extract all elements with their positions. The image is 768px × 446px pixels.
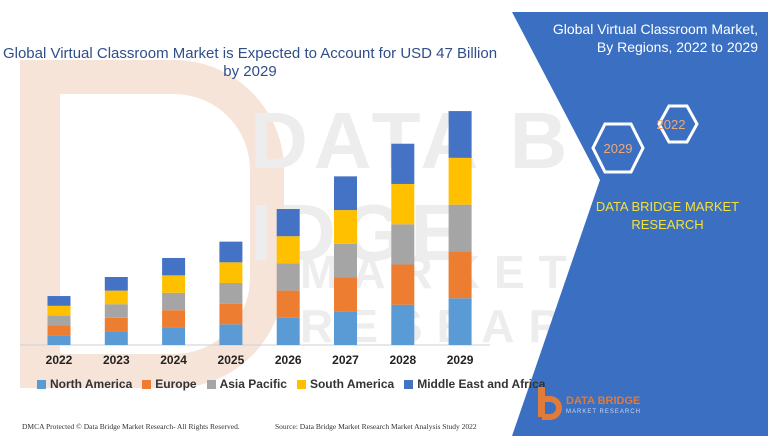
brand-text: DATA BRIDGE MARKET RESEARCH xyxy=(580,198,755,234)
legend-label: South America xyxy=(309,377,395,391)
bar-2028-south-america xyxy=(391,183,415,225)
panel-title-line1: Global Virtual Classroom Market, xyxy=(552,21,758,37)
legend-label: Europe xyxy=(155,377,197,391)
bar-2024-south-america xyxy=(162,275,186,293)
legend-item: Europe xyxy=(142,377,197,391)
bar-2025-europe xyxy=(219,303,243,325)
bar-2026-middle-east-and-africa xyxy=(276,209,300,237)
x-tick-labels: 2022 2023 2024 2025 2026 2027 2028 2029 xyxy=(46,353,474,367)
bar-2029-europe xyxy=(448,251,472,299)
legend-swatch xyxy=(296,379,306,389)
x-tick-label: 2025 xyxy=(218,353,245,367)
bar-2022-north-america xyxy=(47,335,71,345)
brand-line1: DATA BRIDGE MARKET xyxy=(595,199,740,214)
stacked-bar-chart: 2022 2023 2024 2025 2026 2027 2028 2029 xyxy=(20,111,490,367)
bar-2027-south-america xyxy=(334,210,357,244)
bar-2023-asia-pacific xyxy=(104,304,128,318)
legend-swatch xyxy=(37,379,46,389)
footer-copyright: DMCA Protected © Data Bridge Market Rese… xyxy=(22,422,240,431)
legend-swatch xyxy=(142,379,152,389)
hexagon-back-label: 2022 xyxy=(657,117,686,132)
bars-group xyxy=(47,111,472,345)
bar-2024-north-america xyxy=(162,327,186,345)
footer-source: Source: Data Bridge Market Research Mark… xyxy=(275,422,477,431)
chart-title: Global Virtual Classroom Market is Expec… xyxy=(2,45,498,80)
bar-2025-north-america xyxy=(219,324,243,345)
bar-2026-asia-pacific xyxy=(276,263,300,291)
bar-2027-middle-east-and-africa xyxy=(334,176,357,211)
x-tick-label: 2024 xyxy=(160,353,187,367)
x-tick-label: 2027 xyxy=(332,353,359,367)
bar-2024-europe xyxy=(162,310,186,328)
x-tick-label: 2026 xyxy=(275,353,302,367)
x-tick-label: 2029 xyxy=(447,353,474,367)
hexagon-front xyxy=(591,122,645,174)
company-logo-icon xyxy=(538,387,562,420)
x-tick-label: 2023 xyxy=(103,353,130,367)
legend-item: South America xyxy=(296,377,395,391)
bar-2024-middle-east-and-africa xyxy=(162,257,186,276)
bar-2025-south-america xyxy=(219,262,243,283)
legend-item: North America xyxy=(37,377,132,391)
bar-2029-north-america xyxy=(448,298,472,345)
panel-title-line2: By Regions, 2022 to 2029 xyxy=(596,39,758,55)
brand-line2: RESEARCH xyxy=(631,217,704,232)
bar-2028-middle-east-and-africa xyxy=(391,143,415,184)
bar-2029-middle-east-and-africa xyxy=(448,111,472,158)
bar-2025-asia-pacific xyxy=(219,282,243,304)
bar-2026-south-america xyxy=(276,236,300,264)
bar-2023-north-america xyxy=(104,331,128,345)
hexagon-front-label: 2029 xyxy=(604,141,633,156)
bar-2023-south-america xyxy=(104,290,128,305)
company-logo-name: DATA BRIDGE xyxy=(566,395,641,407)
panel-title: Global Virtual Classroom Market, By Regi… xyxy=(520,20,758,56)
bar-2023-middle-east-and-africa xyxy=(104,277,128,291)
x-tick-label: 2028 xyxy=(389,353,416,367)
bar-2029-asia-pacific xyxy=(448,204,472,252)
bar-2025-middle-east-and-africa xyxy=(219,241,243,263)
hexagon-years: 2022 2029 xyxy=(591,104,699,174)
bar-2022-middle-east-and-africa xyxy=(47,296,71,306)
legend-swatch xyxy=(404,379,414,389)
bar-2022-asia-pacific xyxy=(47,315,71,326)
company-logo-tagline: MARKET RESEARCH xyxy=(566,409,641,415)
bar-2026-europe xyxy=(276,290,300,318)
bar-2027-north-america xyxy=(334,311,357,345)
bar-2024-asia-pacific xyxy=(162,292,186,311)
bar-2022-europe xyxy=(47,325,71,336)
bar-2027-europe xyxy=(334,277,357,312)
bar-2028-europe xyxy=(391,264,415,305)
legend-label: North America xyxy=(50,377,133,391)
chart-legend: North America Europe Asia Pacific South Ame… xyxy=(37,377,545,391)
legend-swatch xyxy=(206,379,216,389)
bar-2026-north-america xyxy=(276,317,300,345)
legend-item: Middle East and Africa xyxy=(404,377,545,391)
legend-label: Middle East and Africa xyxy=(417,377,546,391)
hexagon-back xyxy=(657,104,699,144)
legend-item: Asia Pacific xyxy=(206,377,287,391)
bar-2023-europe xyxy=(104,317,128,332)
bar-2029-south-america xyxy=(448,157,472,205)
x-tick-label: 2022 xyxy=(46,353,73,367)
bar-2022-south-america xyxy=(47,305,71,316)
bar-2028-north-america xyxy=(391,304,415,345)
bar-2028-asia-pacific xyxy=(391,224,415,265)
legend-label: Asia Pacific xyxy=(219,377,287,391)
bar-2027-asia-pacific xyxy=(334,243,357,278)
